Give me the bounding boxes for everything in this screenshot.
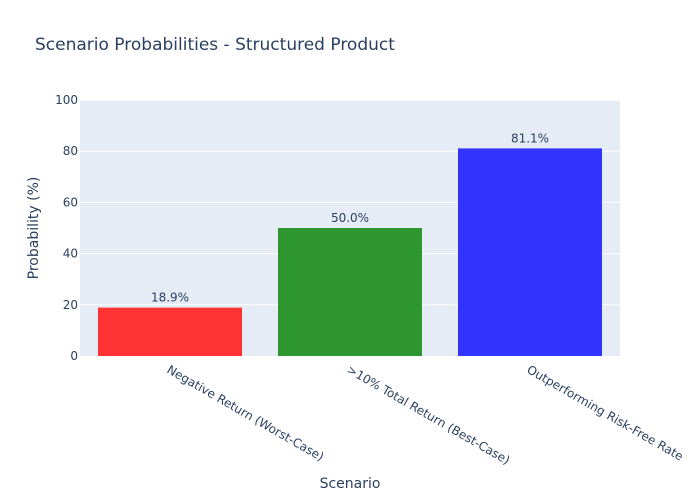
y-axis-title: Probability (%): [26, 177, 42, 280]
y-tick-label: 20: [63, 298, 78, 312]
y-tick-label: 80: [63, 144, 78, 158]
bar-data-label: 50.0%: [331, 211, 369, 225]
chart-title: Scenario Probabilities - Structured Prod…: [35, 35, 395, 55]
bar-data-label: 81.1%: [511, 131, 549, 145]
y-tick-label: 0: [70, 349, 78, 363]
y-tick-label: 40: [63, 247, 78, 261]
x-tick-label: Outperforming Risk-Free Rate: [525, 362, 686, 463]
y-tick-label: 100: [55, 93, 78, 107]
y-tick-label: 60: [63, 195, 78, 209]
bar: [458, 148, 602, 356]
y-axis-ticks: 0 20 40 60 80 100: [55, 93, 78, 363]
bar: [278, 228, 422, 356]
x-axis-title: Scenario: [320, 476, 381, 492]
data-labels: 18.9% 50.0% 81.1%: [151, 131, 549, 304]
bar-data-label: 18.9%: [151, 291, 189, 305]
x-tick-label: >10% Total Return (Best-Case): [345, 362, 513, 467]
x-tick-label: Negative Return (Worst-Case): [165, 362, 327, 464]
bars: [98, 148, 602, 356]
x-axis-ticks: Negative Return (Worst-Case) >10% Total R…: [165, 362, 686, 467]
bar: [98, 307, 242, 356]
